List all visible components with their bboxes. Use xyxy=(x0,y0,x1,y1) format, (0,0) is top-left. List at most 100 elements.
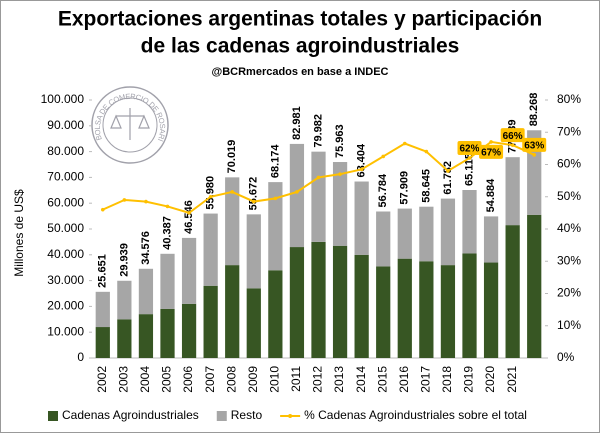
total-label: 34.576 xyxy=(140,231,152,265)
line-marker xyxy=(359,167,364,172)
total-label: 46.546 xyxy=(183,200,195,234)
y2-tick-label: 50% xyxy=(557,189,581,203)
logo-ring xyxy=(91,86,169,164)
bar-segment xyxy=(268,270,283,358)
bar-segment xyxy=(354,181,369,255)
value-label-box xyxy=(522,137,547,152)
x-tick-label: 2019 xyxy=(462,366,476,393)
line-marker xyxy=(144,199,148,204)
y-tick-label: 0 xyxy=(77,350,84,364)
total-label: 58.645 xyxy=(420,169,432,203)
x-tick-label: 2013 xyxy=(332,366,346,393)
total-label: 79.982 xyxy=(312,114,324,148)
y2-tick-label: 80% xyxy=(557,92,581,106)
logo-scales xyxy=(110,108,150,140)
bar-segment xyxy=(181,303,197,358)
x-tick-label: 2003 xyxy=(117,366,131,393)
y2-tick-label: 30% xyxy=(557,253,581,267)
y-tick-label: 60.000 xyxy=(47,195,84,209)
bar-segment xyxy=(505,225,520,358)
y-tick-label: 40.000 xyxy=(47,247,84,261)
y2-tick-label: 20% xyxy=(557,286,581,300)
bar-segment xyxy=(289,247,305,358)
total-label: 25.651 xyxy=(97,254,109,288)
total-label: 65.115 xyxy=(463,153,475,186)
value-label: 67% xyxy=(481,148,501,159)
value-label: 66% xyxy=(503,131,523,142)
bar-segment xyxy=(397,258,412,358)
line-marker xyxy=(230,190,235,194)
line-marker xyxy=(424,149,429,154)
chart-title: de las cadenas agroindustriales xyxy=(141,35,460,58)
total-label: 54.884 xyxy=(485,178,497,213)
total-label: 88.268 xyxy=(528,93,540,127)
bar-segment xyxy=(117,319,132,358)
value-label-box xyxy=(479,144,504,159)
bar-segment xyxy=(440,265,456,358)
y-tick-label: 90.000 xyxy=(47,118,84,132)
x-tick-label: 2007 xyxy=(203,366,217,393)
total-label: 75.963 xyxy=(334,124,346,158)
y-tick-label: 80.000 xyxy=(47,144,84,158)
x-tick-label: 2002 xyxy=(95,366,109,393)
y-tick-label: 100.000 xyxy=(41,92,85,106)
x-tick-label: 2015 xyxy=(375,366,389,393)
line-marker xyxy=(187,211,191,215)
x-tick-label: 2018 xyxy=(440,366,454,393)
total-label: 68.174 xyxy=(269,144,281,179)
bar-segment xyxy=(332,162,348,246)
y2-tick-label: 60% xyxy=(557,157,581,171)
total-label: 68.404 xyxy=(356,143,368,178)
bar-segment xyxy=(289,143,305,248)
legend-label: Cadenas Agroindustriales xyxy=(62,408,199,422)
bar-segment xyxy=(246,288,261,358)
y2-tick-label: 10% xyxy=(557,318,581,332)
x-tick-label: 2009 xyxy=(246,366,260,393)
total-label: 82.981 xyxy=(291,106,303,140)
bar-segment xyxy=(203,213,218,286)
x-tick-label: 2006 xyxy=(181,366,195,393)
bar-segment xyxy=(483,216,499,263)
bar-segment xyxy=(354,254,369,358)
bar-segment xyxy=(462,253,477,358)
value-label: 63% xyxy=(524,140,544,151)
bar-segment xyxy=(505,157,520,226)
chart-subtitle: @BCRmercados en base a INDEC xyxy=(211,66,388,78)
x-tick-label: 2005 xyxy=(160,366,174,393)
legend-swatch xyxy=(288,414,293,418)
bar-segment xyxy=(203,285,218,358)
line-marker xyxy=(165,204,170,209)
bar-segment xyxy=(181,237,197,304)
bar-segment xyxy=(117,280,132,320)
line-marker xyxy=(489,140,493,144)
y-tick-label: 30.000 xyxy=(47,273,84,287)
legend-swatch xyxy=(216,411,227,421)
line-marker xyxy=(273,196,278,201)
line-marker xyxy=(446,169,450,173)
bar-segment xyxy=(246,214,261,289)
line-marker xyxy=(100,207,105,212)
x-tick-label: 2010 xyxy=(268,366,282,393)
bar-segment xyxy=(311,241,326,358)
line-marker xyxy=(510,143,515,147)
bar-segment xyxy=(225,177,240,266)
legend-label: Resto xyxy=(231,408,263,422)
bar-segment xyxy=(483,262,499,358)
bar-segment xyxy=(332,245,348,358)
bar-segment xyxy=(419,261,434,358)
line-marker xyxy=(251,199,256,204)
x-tick-label: 2014 xyxy=(354,366,368,393)
chart-title: Exportaciones argentinas totales y parti… xyxy=(58,8,542,31)
x-tick-label: 2011 xyxy=(289,366,303,392)
line-marker xyxy=(467,156,472,160)
y2-tick-label: 0% xyxy=(557,350,575,364)
bar-segment xyxy=(225,265,240,358)
bar-segment xyxy=(160,308,175,358)
value-label-box xyxy=(457,141,482,156)
y2-tick-label: 40% xyxy=(557,221,581,235)
bar-segment xyxy=(440,198,456,266)
bar-segment xyxy=(376,211,391,267)
x-tick-label: 2020 xyxy=(483,366,497,393)
y-axis-label: Millones de US$ xyxy=(12,189,26,277)
